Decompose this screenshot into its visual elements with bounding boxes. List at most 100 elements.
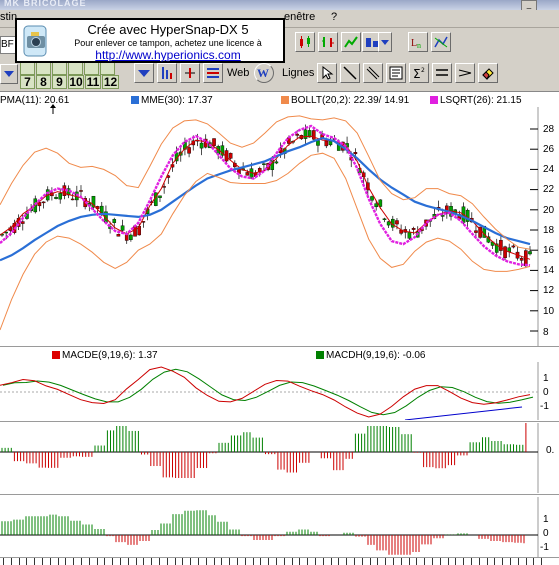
oscillator-chart[interactable] (0, 497, 559, 557)
macd-tick-1: 1 (543, 373, 549, 384)
number-key[interactable]: 7 (20, 75, 35, 89)
key-row1-3[interactable] (52, 61, 67, 75)
price-chart[interactable] (0, 107, 559, 347)
svg-text:L: L (411, 38, 417, 49)
ohlc-chart-button[interactable] (318, 32, 338, 52)
date-tick (307, 558, 312, 565)
period-dropdown[interactable] (0, 64, 18, 84)
candle-body (407, 231, 412, 239)
date-tick (299, 558, 304, 565)
date-tick (322, 558, 328, 565)
line-chart-button[interactable] (341, 32, 361, 52)
date-tick (471, 558, 476, 565)
osc-tick-1: 1 (543, 514, 549, 525)
date-tick (221, 558, 226, 565)
stamp-link[interactable]: http://www.hyperionics.com (95, 48, 241, 62)
indicator-bars-button[interactable] (157, 63, 177, 83)
date-tick (96, 558, 102, 565)
candle-body (245, 172, 250, 176)
date-tick (127, 558, 133, 565)
candle-body (220, 145, 225, 156)
legend-macdh-label: MACDH(9,19,6): -0.06 (326, 350, 426, 361)
eraser-button[interactable] (478, 63, 498, 83)
cursor-tool-button[interactable] (317, 63, 337, 83)
candle-body (120, 225, 125, 231)
chart-options-icon (434, 36, 448, 48)
window-title: MK BRICOLAGE (4, 0, 87, 8)
legend-mme: MME(30): 17.37 (131, 95, 213, 106)
number-key[interactable]: 12 (102, 75, 119, 89)
eraser-icon (482, 68, 494, 80)
series-line-mme-30- (0, 136, 531, 262)
key-row1-2[interactable] (36, 61, 51, 75)
price-tick-14: 14 (543, 265, 555, 276)
equal-button[interactable] (432, 63, 452, 83)
equal-lines-icon (436, 69, 448, 76)
candle-body (79, 190, 83, 192)
date-tick (377, 558, 382, 565)
candlestick-chart-button[interactable] (295, 32, 315, 52)
price-tick-22: 22 (543, 184, 555, 195)
date-tick (198, 558, 203, 565)
price-tick-16: 16 (543, 245, 555, 256)
number-key[interactable]: 11 (85, 75, 101, 89)
date-tick (416, 558, 421, 565)
web-label[interactable]: Web (227, 67, 250, 79)
histogram-bars (1, 423, 527, 478)
osc-tick-0: 0 (543, 528, 549, 539)
series-line-lsqrt-26- (0, 124, 531, 267)
date-tick (143, 558, 148, 565)
price-tick-12: 12 (543, 285, 555, 296)
ohlc-chart-icon (322, 37, 334, 47)
candle-body (162, 186, 166, 188)
candle-body (511, 245, 516, 248)
date-tick (517, 558, 523, 565)
candle-body (528, 251, 532, 255)
number-key[interactable]: 8 (36, 75, 51, 89)
number-key[interactable]: 9 (52, 75, 67, 89)
volume-button[interactable] (180, 63, 200, 83)
equal-lines-button[interactable] (203, 63, 223, 83)
macd-histogram-chart[interactable] (0, 423, 559, 493)
date-tick (260, 558, 265, 565)
menu-item-window[interactable]: enêtre (284, 11, 316, 23)
chart-type-dropdown[interactable] (378, 32, 392, 52)
number-key[interactable]: 10 (68, 75, 84, 89)
legend-macdh: MACDH(9,19,6): -0.06 (316, 350, 425, 361)
arrow-right-button[interactable] (455, 63, 475, 83)
candle-body (116, 233, 121, 237)
key-row1-4[interactable] (68, 61, 83, 75)
candle-body (158, 195, 162, 198)
date-tick (486, 558, 492, 565)
date-tick (276, 558, 281, 565)
web-button[interactable]: W (254, 63, 274, 83)
line-tool-button[interactable] (340, 63, 360, 83)
macd-chart[interactable] (0, 362, 559, 420)
legend-pma: PMA(11): 20.61 (0, 95, 69, 106)
date-tick (190, 558, 195, 565)
parallel-lines-button[interactable] (363, 63, 383, 83)
chart-options-button[interactable] (431, 32, 451, 52)
candle-body (20, 221, 25, 224)
key-row1-1[interactable] (20, 61, 35, 75)
date-tick (42, 558, 47, 565)
date-tick (135, 558, 141, 565)
date-tick (3, 558, 8, 565)
key-row1-5[interactable] (84, 61, 99, 75)
volume-icon (185, 68, 195, 78)
key-row1-6[interactable] (100, 61, 115, 75)
menu-item-help[interactable]: ? (331, 11, 338, 23)
date-tick (315, 558, 320, 565)
text-note-button[interactable] (386, 63, 406, 83)
menu-item-file[interactable]: stin (0, 11, 18, 23)
date-tick (533, 558, 538, 565)
date-tick (283, 558, 289, 565)
dropdown-left-button[interactable] (134, 63, 154, 83)
date-tick (49, 558, 55, 565)
date-tick (252, 558, 258, 565)
date-tick (26, 558, 31, 565)
stamp-title: Crée avec HyperSnap-DX 5 (87, 22, 249, 37)
legend-swatch-macde (52, 351, 60, 359)
